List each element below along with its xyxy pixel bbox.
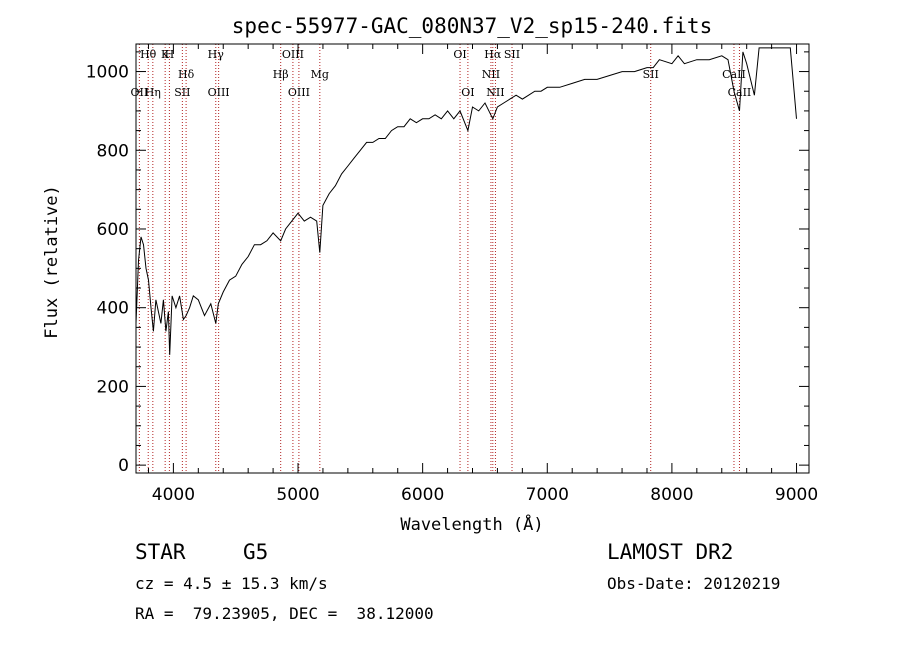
marker-label: SII bbox=[643, 68, 659, 81]
object-class: STAR bbox=[135, 540, 186, 564]
x-tick-label: 6000 bbox=[401, 485, 444, 505]
x-axis-ticks: 4000 5000 6000 7000 8000 9000 bbox=[147, 44, 818, 505]
marker-label: OII bbox=[131, 86, 149, 99]
x-tick-label: 9000 bbox=[775, 485, 818, 505]
marker-label: Hα bbox=[484, 48, 502, 61]
survey-name: LAMOST DR2 bbox=[607, 540, 734, 564]
marker-label: Hγ bbox=[208, 48, 225, 61]
marker-label: CaII bbox=[728, 86, 752, 99]
obs-date: Obs-Date: 20120219 bbox=[607, 574, 781, 593]
marker-label: OIII bbox=[208, 86, 230, 99]
y-tick-label: 1000 bbox=[86, 63, 129, 83]
y-tick-label: 800 bbox=[97, 141, 129, 161]
y-tick-label: 400 bbox=[97, 299, 129, 319]
marker-label: SII bbox=[174, 86, 190, 99]
marker-label: NII bbox=[486, 86, 504, 99]
y-tick-label: 600 bbox=[97, 220, 129, 240]
y-tick-label: 0 bbox=[118, 456, 129, 476]
marker-label: OI bbox=[461, 86, 474, 99]
marker-label: CaII bbox=[722, 68, 746, 81]
marker-label: NII bbox=[482, 68, 500, 81]
spectrum-chart: spec-55977-GAC_080N37_V2_sp15-240.fits F… bbox=[42, 14, 818, 535]
y-tick-label: 200 bbox=[97, 377, 129, 397]
marker-label: H bbox=[165, 48, 175, 61]
object-subclass: G5 bbox=[243, 540, 269, 564]
x-tick-label: 8000 bbox=[650, 485, 693, 505]
x-tick-label: 7000 bbox=[526, 485, 569, 505]
spectrum-line bbox=[135, 47, 797, 355]
x-tick-label: 4000 bbox=[152, 485, 195, 505]
marker-label: SII bbox=[504, 48, 520, 61]
y-axis-label: Flux (relative) bbox=[42, 185, 62, 339]
marker-label: Hδ bbox=[178, 68, 195, 81]
coordinates: RA = 79.23905, DEC = 38.12000 bbox=[135, 604, 434, 623]
marker-label: Hθ bbox=[140, 48, 157, 61]
marker-label: OI bbox=[453, 48, 466, 61]
emission-line-markers bbox=[138, 44, 740, 473]
marker-label: K bbox=[161, 48, 170, 61]
marker-label: Hη bbox=[145, 86, 161, 99]
marker-label: OIII bbox=[282, 48, 304, 61]
marker-label: Hβ bbox=[273, 68, 289, 81]
y-axis-ticks: 0 200 400 600 800 1000 bbox=[86, 51, 809, 476]
x-axis-label: Wavelength (Å) bbox=[400, 513, 543, 535]
marker-label: OIII bbox=[288, 86, 310, 99]
x-tick-label: 5000 bbox=[276, 485, 319, 505]
redshift-readout: cz = 4.5 ± 15.3 km/s bbox=[135, 574, 328, 593]
marker-label: Mg bbox=[311, 68, 329, 81]
chart-title: spec-55977-GAC_080N37_V2_sp15-240.fits bbox=[232, 14, 712, 38]
